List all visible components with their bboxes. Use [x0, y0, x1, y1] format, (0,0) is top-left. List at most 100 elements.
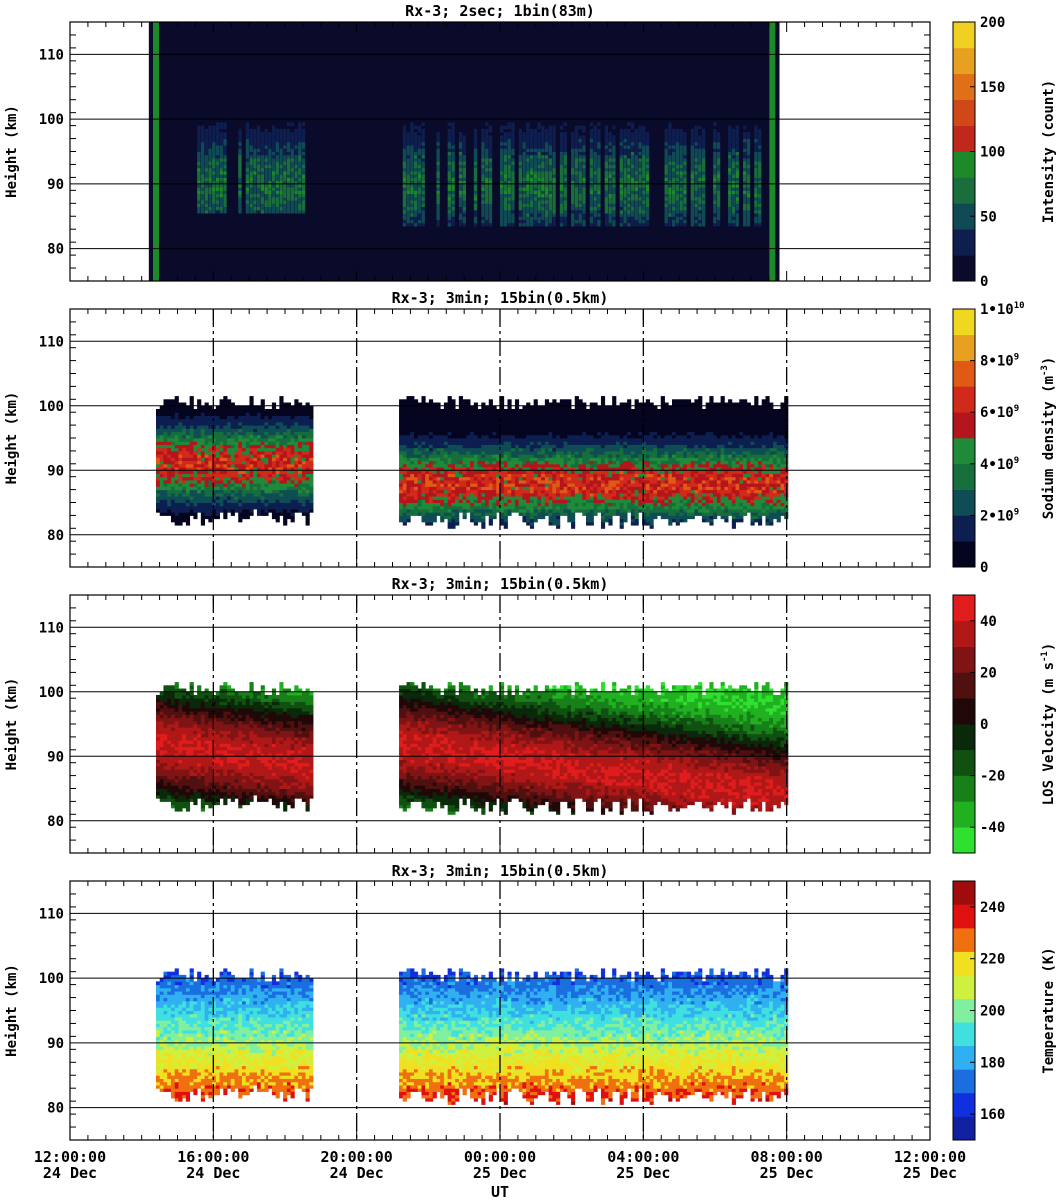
heatmap-cell — [245, 138, 250, 143]
heatmap-cell — [200, 203, 205, 208]
heatmap-cell — [597, 145, 601, 149]
heatmap-cell — [713, 222, 717, 227]
heatmap-cell — [694, 180, 698, 185]
heatmap-cell — [488, 128, 493, 133]
heatmap-cell — [167, 431, 172, 436]
heatmap-cell — [256, 200, 261, 204]
heatmap-cell — [421, 154, 425, 159]
heatmap-cell — [447, 412, 452, 416]
heatmap-cell — [735, 183, 739, 188]
heatmap-cell — [290, 405, 295, 410]
heatmap-cell — [294, 460, 299, 465]
heatmap-cell — [215, 438, 220, 442]
heatmap-cell — [410, 177, 414, 182]
heatmap-cell — [638, 219, 642, 224]
heatmap-cell — [298, 434, 303, 439]
heatmap-cell — [182, 502, 187, 507]
heatmap-cell — [410, 421, 415, 426]
heatmap-cell — [167, 438, 172, 442]
heatmap-cell — [204, 412, 209, 416]
heatmap-cell — [645, 161, 650, 165]
heatmap-cell — [473, 148, 478, 152]
heatmap-cell — [279, 164, 283, 169]
heatmap-cell — [731, 132, 736, 136]
heatmap-cell — [290, 167, 294, 172]
heatmap-cell — [447, 122, 452, 127]
heatmap-cell — [503, 138, 508, 143]
heatmap-cell — [533, 145, 538, 149]
heatmap-cell — [672, 132, 676, 136]
heatmap-cell — [679, 148, 683, 152]
heatmap-cell — [290, 183, 294, 188]
heatmap-cell — [458, 200, 463, 204]
heatmap-cell — [264, 438, 269, 442]
heatmap-cell — [713, 151, 717, 156]
heatmap-cell — [462, 154, 466, 159]
heatmap-cell — [399, 418, 404, 423]
heatmap-cell — [541, 222, 545, 227]
heatmap-cell — [672, 164, 676, 169]
heatmap-cell — [275, 418, 280, 423]
heatmap-cell — [432, 489, 437, 494]
heatmap-cell — [544, 132, 549, 136]
heatmap-cell — [634, 222, 638, 227]
heatmap-cell — [208, 138, 212, 143]
heatmap-cell — [630, 180, 635, 185]
heatmap-cell — [283, 408, 288, 413]
heatmap-cell — [582, 141, 586, 146]
heatmap-cell — [286, 450, 292, 455]
heatmap-cell — [440, 412, 445, 416]
heatmap-cell — [294, 196, 298, 201]
heatmap-cell — [230, 512, 235, 516]
heatmap-cell — [264, 177, 268, 182]
heatmap-cell — [170, 496, 176, 500]
heatmap-cell — [421, 505, 426, 510]
heatmap-cell — [428, 412, 434, 416]
heatmap-cell — [455, 473, 460, 478]
heatmap-cell — [645, 177, 650, 182]
heatmap-cell — [242, 492, 247, 497]
heatmap-cell — [627, 164, 631, 169]
heatmap-cell — [522, 209, 526, 214]
heatmap-cell — [698, 196, 702, 201]
heatmap-cell — [399, 512, 404, 516]
heatmap-cell — [563, 213, 567, 217]
heatmap-cell — [178, 447, 183, 452]
heatmap-cell — [178, 405, 183, 410]
heatmap-cell — [159, 463, 164, 468]
heatmap-cell — [163, 418, 168, 423]
heatmap-cell — [185, 512, 191, 516]
heatmap-cell — [197, 483, 202, 487]
heatmap-cell — [185, 425, 191, 429]
heatmap-cell — [597, 190, 601, 195]
heatmap-cell — [758, 141, 762, 146]
heatmap-cell — [167, 408, 172, 413]
heatmap-cell — [170, 457, 176, 462]
heatmap-cell — [432, 512, 437, 516]
heatmap-cell — [735, 180, 739, 185]
heatmap-cell — [178, 521, 183, 526]
heatmap-cell — [526, 190, 530, 195]
heatmap-cell — [481, 216, 485, 220]
heatmap-cell — [406, 483, 411, 487]
heatmap-cell — [163, 405, 168, 410]
heatmap-cell — [455, 441, 460, 445]
heatmap-cell — [574, 164, 579, 169]
heatmap-cell — [242, 483, 247, 487]
heatmap-cell — [294, 138, 298, 143]
heatmap-cell — [219, 180, 223, 185]
heatmap-cell — [668, 154, 672, 159]
heatmap-cell — [754, 180, 758, 185]
heatmap-cell — [298, 209, 302, 214]
heatmap-cell — [443, 463, 449, 468]
heatmap-cell — [197, 203, 201, 208]
colorbar-swatch — [953, 73, 975, 100]
heatmap-cell — [234, 476, 239, 481]
heatmap-cell — [574, 183, 579, 188]
heatmap-cell — [264, 454, 269, 458]
heatmap-cell — [668, 128, 672, 133]
heatmap-cell — [170, 412, 176, 416]
heatmap-cell — [451, 479, 456, 484]
heatmap-cell — [503, 183, 508, 188]
heatmap-cell — [623, 145, 627, 149]
